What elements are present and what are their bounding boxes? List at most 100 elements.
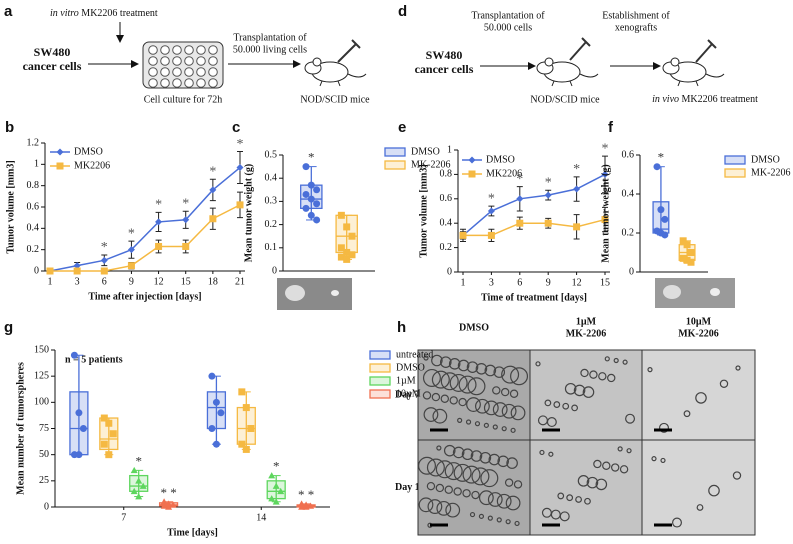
well [208, 78, 218, 88]
marker [238, 440, 246, 448]
sphere [457, 417, 463, 423]
note: n = 5 patients [65, 354, 123, 365]
marker [135, 477, 143, 484]
marker [247, 425, 255, 432]
sphere [422, 368, 441, 387]
marker [343, 223, 351, 231]
sphere [501, 403, 517, 419]
x-tick-label: 15 [181, 276, 191, 287]
sphere [423, 407, 439, 422]
marker [75, 451, 83, 459]
sphere [426, 458, 445, 477]
well [196, 78, 206, 88]
marker [544, 191, 552, 199]
y-tick-label: 0.8 [440, 169, 453, 180]
sphere [458, 397, 467, 407]
marker [165, 503, 173, 510]
sphere [582, 386, 595, 398]
marker [155, 242, 163, 250]
marker [601, 170, 609, 178]
sphere [509, 389, 519, 398]
sphere [593, 459, 602, 469]
sphere [708, 484, 720, 497]
marker [272, 482, 280, 489]
sphere [492, 386, 501, 395]
mouse-icon [304, 57, 367, 87]
sphere [577, 475, 590, 487]
significance-mark: * [237, 137, 244, 152]
legend-label: DMSO [486, 154, 515, 165]
x-axis-label: Time after injection [days] [88, 291, 201, 302]
sphere [487, 492, 503, 507]
micrograph [529, 439, 643, 536]
significance-mark: * [128, 226, 135, 241]
well [148, 56, 158, 66]
treatment-label: in vivo MK2206 treatment [652, 94, 758, 105]
significance-mark: * * [298, 487, 314, 502]
panel-label: a [4, 3, 13, 20]
legend-label: MK-2206 [751, 167, 790, 178]
well [184, 56, 194, 66]
legend-label: 10µM [396, 388, 421, 399]
legend-swatch [724, 155, 746, 165]
sphere [457, 359, 470, 372]
sphere [506, 457, 518, 469]
column-label: MK-2206 [566, 328, 607, 339]
marker [160, 498, 168, 505]
sphere [467, 377, 486, 396]
x-tick-label: 21 [235, 276, 245, 287]
x-tick-label: 1 [461, 277, 466, 288]
y-tick-label: 1.2 [27, 137, 40, 148]
marker [313, 200, 321, 208]
transplant-label: Transplantation of [233, 32, 307, 43]
sphere [510, 427, 516, 433]
wells [148, 45, 218, 88]
marker [544, 219, 552, 227]
x-axis-label: Time [days] [167, 527, 218, 538]
y-tick-label: 0.3 [265, 196, 278, 207]
y-tick-label: 25 [39, 475, 49, 486]
significance-mark: * [182, 196, 189, 211]
text: MK2206 treatment [81, 8, 158, 19]
tumor [663, 285, 681, 299]
sphere [444, 462, 463, 481]
sphere [496, 493, 512, 509]
well [196, 56, 206, 66]
sphere [487, 515, 493, 521]
sphere [625, 413, 636, 424]
sphere [427, 499, 443, 514]
sphere [735, 365, 741, 371]
legend-swatch [384, 147, 406, 157]
y-tick-label: 0.2 [27, 244, 40, 255]
tumor [331, 290, 339, 296]
sphere [488, 453, 501, 466]
italic-text: in vitro [50, 8, 79, 19]
legend-swatch [369, 363, 391, 373]
sphere [575, 496, 582, 503]
x-tick-label: 3 [75, 276, 80, 287]
panel-label: b [5, 119, 14, 136]
marker [459, 231, 467, 239]
marker [242, 445, 250, 453]
x-tick-label: 7 [121, 512, 126, 523]
sphere [431, 392, 441, 402]
sphere [658, 422, 669, 433]
sphere [444, 485, 453, 494]
marker [100, 414, 108, 422]
mouse-icon [536, 57, 599, 87]
sphere [462, 465, 481, 484]
marker [272, 498, 280, 505]
x-tick-label: 6 [102, 276, 107, 287]
sphere [539, 449, 545, 456]
sphere [617, 446, 623, 452]
y-tick-label: 1 [447, 144, 452, 155]
sphere [573, 384, 586, 397]
legend-label: DMSO [74, 146, 103, 157]
legend-label: MK-2206 [411, 159, 450, 170]
x-tick-label: 12 [154, 276, 164, 287]
sphere [469, 511, 476, 518]
sphere [604, 356, 610, 362]
legend-label: 1µM [396, 375, 416, 386]
sphere [426, 481, 436, 491]
